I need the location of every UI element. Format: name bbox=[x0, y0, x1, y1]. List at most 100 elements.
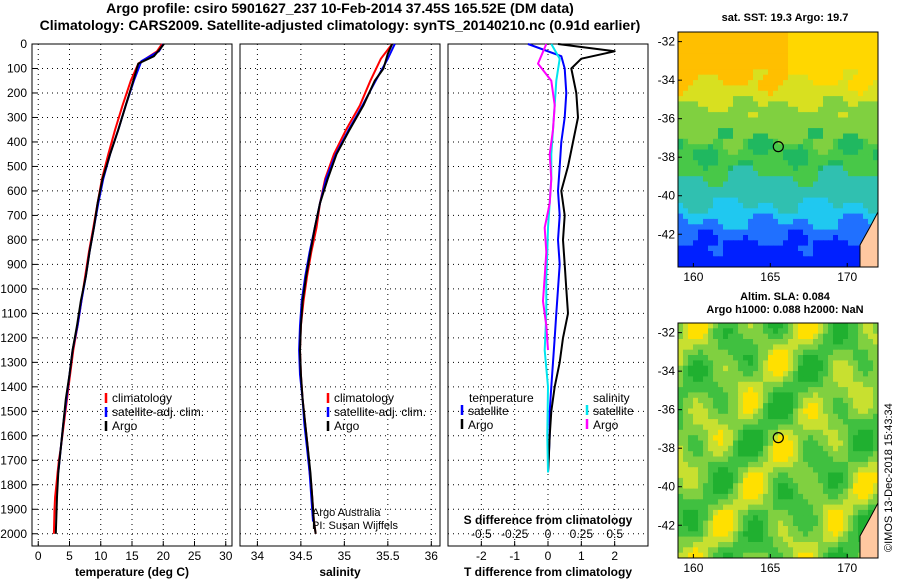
sla-map-pixel bbox=[728, 365, 734, 372]
sst-map-pixel bbox=[758, 202, 764, 209]
sla-map-pixel bbox=[848, 403, 854, 409]
sla-map-pixel bbox=[753, 515, 759, 522]
sla-map-pixel bbox=[793, 333, 799, 340]
sst-map-pixel bbox=[763, 80, 769, 86]
sla-map-pixel bbox=[738, 365, 744, 372]
sst-map-pixel bbox=[798, 160, 804, 166]
sst-map-pixel bbox=[793, 229, 799, 236]
sla-map-pixel bbox=[818, 547, 824, 554]
sst-map-pixel bbox=[843, 53, 849, 60]
sst-map-lon-label: 165 bbox=[760, 270, 780, 284]
sst-map-pixel bbox=[738, 170, 744, 177]
sst-map-pixel bbox=[723, 117, 729, 124]
sla-map-pixel bbox=[738, 536, 744, 543]
sla-map-pixel bbox=[868, 461, 874, 468]
sst-map-pixel bbox=[703, 235, 709, 241]
sst-map-pixel bbox=[688, 149, 694, 156]
sst-map-pixel bbox=[808, 149, 814, 156]
sst-map-pixel bbox=[718, 37, 724, 44]
sst-map-pixel bbox=[788, 138, 794, 145]
panel1-xtick-label: 30 bbox=[219, 549, 233, 563]
sst-map-pixel bbox=[823, 224, 829, 231]
sla-map-pixel bbox=[858, 408, 864, 415]
sst-map-pixel bbox=[718, 122, 724, 129]
sla-map-pixel bbox=[788, 488, 794, 495]
sla-map-pixel bbox=[733, 520, 739, 527]
sla-map-pixel bbox=[733, 344, 739, 351]
sla-map-pixel bbox=[828, 424, 834, 431]
sla-map-pixel bbox=[703, 397, 709, 404]
sst-map-pixel bbox=[843, 106, 849, 113]
sla-map-pixel bbox=[693, 504, 699, 511]
sla-map-pixel bbox=[723, 328, 729, 335]
sst-map-pixel bbox=[838, 181, 844, 188]
sst-map-pixel bbox=[698, 208, 704, 215]
sla-map-pixel bbox=[848, 456, 854, 463]
sst-map-pixel bbox=[708, 256, 714, 263]
sla-map-pixel bbox=[873, 413, 879, 420]
panel3-xtick-label: 2 bbox=[611, 549, 618, 563]
sla-map-pixel bbox=[723, 333, 729, 340]
sla-map-pixel bbox=[813, 344, 819, 351]
sla-map-pixel bbox=[843, 472, 849, 479]
sla-map-pixel bbox=[763, 526, 769, 532]
sst-map-pixel bbox=[773, 160, 779, 166]
sla-map-pixel bbox=[738, 483, 744, 489]
panel1-ytick-label: 1400 bbox=[0, 380, 27, 394]
sla-map-pixel bbox=[693, 509, 699, 516]
sst-map-pixel bbox=[713, 192, 719, 198]
sla-map-pixel bbox=[713, 424, 719, 431]
sst-map-pixel bbox=[753, 160, 759, 166]
sla-map-pixel bbox=[768, 509, 774, 516]
sla-map-pixel bbox=[698, 397, 704, 404]
sst-map-pixel bbox=[758, 101, 764, 108]
sla-map-pixel bbox=[873, 461, 879, 468]
sst-map-pixel bbox=[783, 42, 789, 49]
sla-map-pixel bbox=[698, 344, 704, 351]
sst-map-pixel bbox=[683, 85, 689, 92]
sla-map-pixel bbox=[853, 371, 859, 377]
sla-map-pixel bbox=[843, 536, 849, 543]
sst-map-pixel bbox=[818, 224, 824, 231]
sla-map-pixel bbox=[733, 483, 739, 489]
sla-map-pixel bbox=[743, 547, 749, 554]
sst-map-pixel bbox=[778, 42, 784, 49]
sst-map-pixel bbox=[848, 202, 854, 209]
sla-map-pixel bbox=[773, 499, 779, 506]
sla-map-pixel bbox=[793, 355, 799, 361]
sst-map-pixel bbox=[698, 251, 704, 257]
sla-map-pixel bbox=[813, 333, 819, 340]
sla-map-pixel bbox=[758, 328, 764, 335]
sst-map-pixel bbox=[738, 149, 744, 156]
sla-map-pixel bbox=[683, 339, 689, 345]
panel2-series-line bbox=[298, 43, 396, 522]
sst-map-pixel bbox=[733, 128, 739, 134]
sla-map-pixel bbox=[818, 445, 824, 452]
sla-map-pixel bbox=[823, 526, 829, 532]
sst-map-pixel bbox=[853, 218, 859, 225]
sla-map-pixel bbox=[728, 344, 734, 351]
sla-map-pixel bbox=[748, 323, 754, 329]
sst-map-pixel bbox=[833, 218, 839, 225]
sst-map-pixel bbox=[758, 192, 764, 198]
sst-map-pixel bbox=[788, 251, 794, 257]
sst-map-pixel bbox=[868, 42, 874, 49]
sla-map-pixel bbox=[753, 440, 759, 447]
sst-map-pixel bbox=[873, 181, 879, 188]
sla-map-pixel bbox=[723, 376, 729, 383]
sla-map-pixel bbox=[818, 526, 824, 532]
sst-map-pixel bbox=[778, 106, 784, 113]
panel3-xlabel: T difference from climatology bbox=[464, 565, 632, 579]
sla-map-pixel bbox=[703, 419, 709, 425]
sla-map-pixel bbox=[818, 365, 824, 372]
sst-map-pixel bbox=[688, 58, 694, 65]
sla-map-pixel bbox=[858, 440, 864, 447]
sla-map-pixel bbox=[813, 328, 819, 335]
sla-map-pixel bbox=[688, 419, 694, 425]
sst-map-pixel bbox=[863, 208, 869, 215]
sst-map-pixel bbox=[693, 101, 699, 108]
sla-map-pixel bbox=[703, 515, 709, 522]
sst-map-pixel bbox=[778, 202, 784, 209]
sla-map-pixel bbox=[843, 429, 849, 436]
sst-map-pixel bbox=[753, 53, 759, 60]
